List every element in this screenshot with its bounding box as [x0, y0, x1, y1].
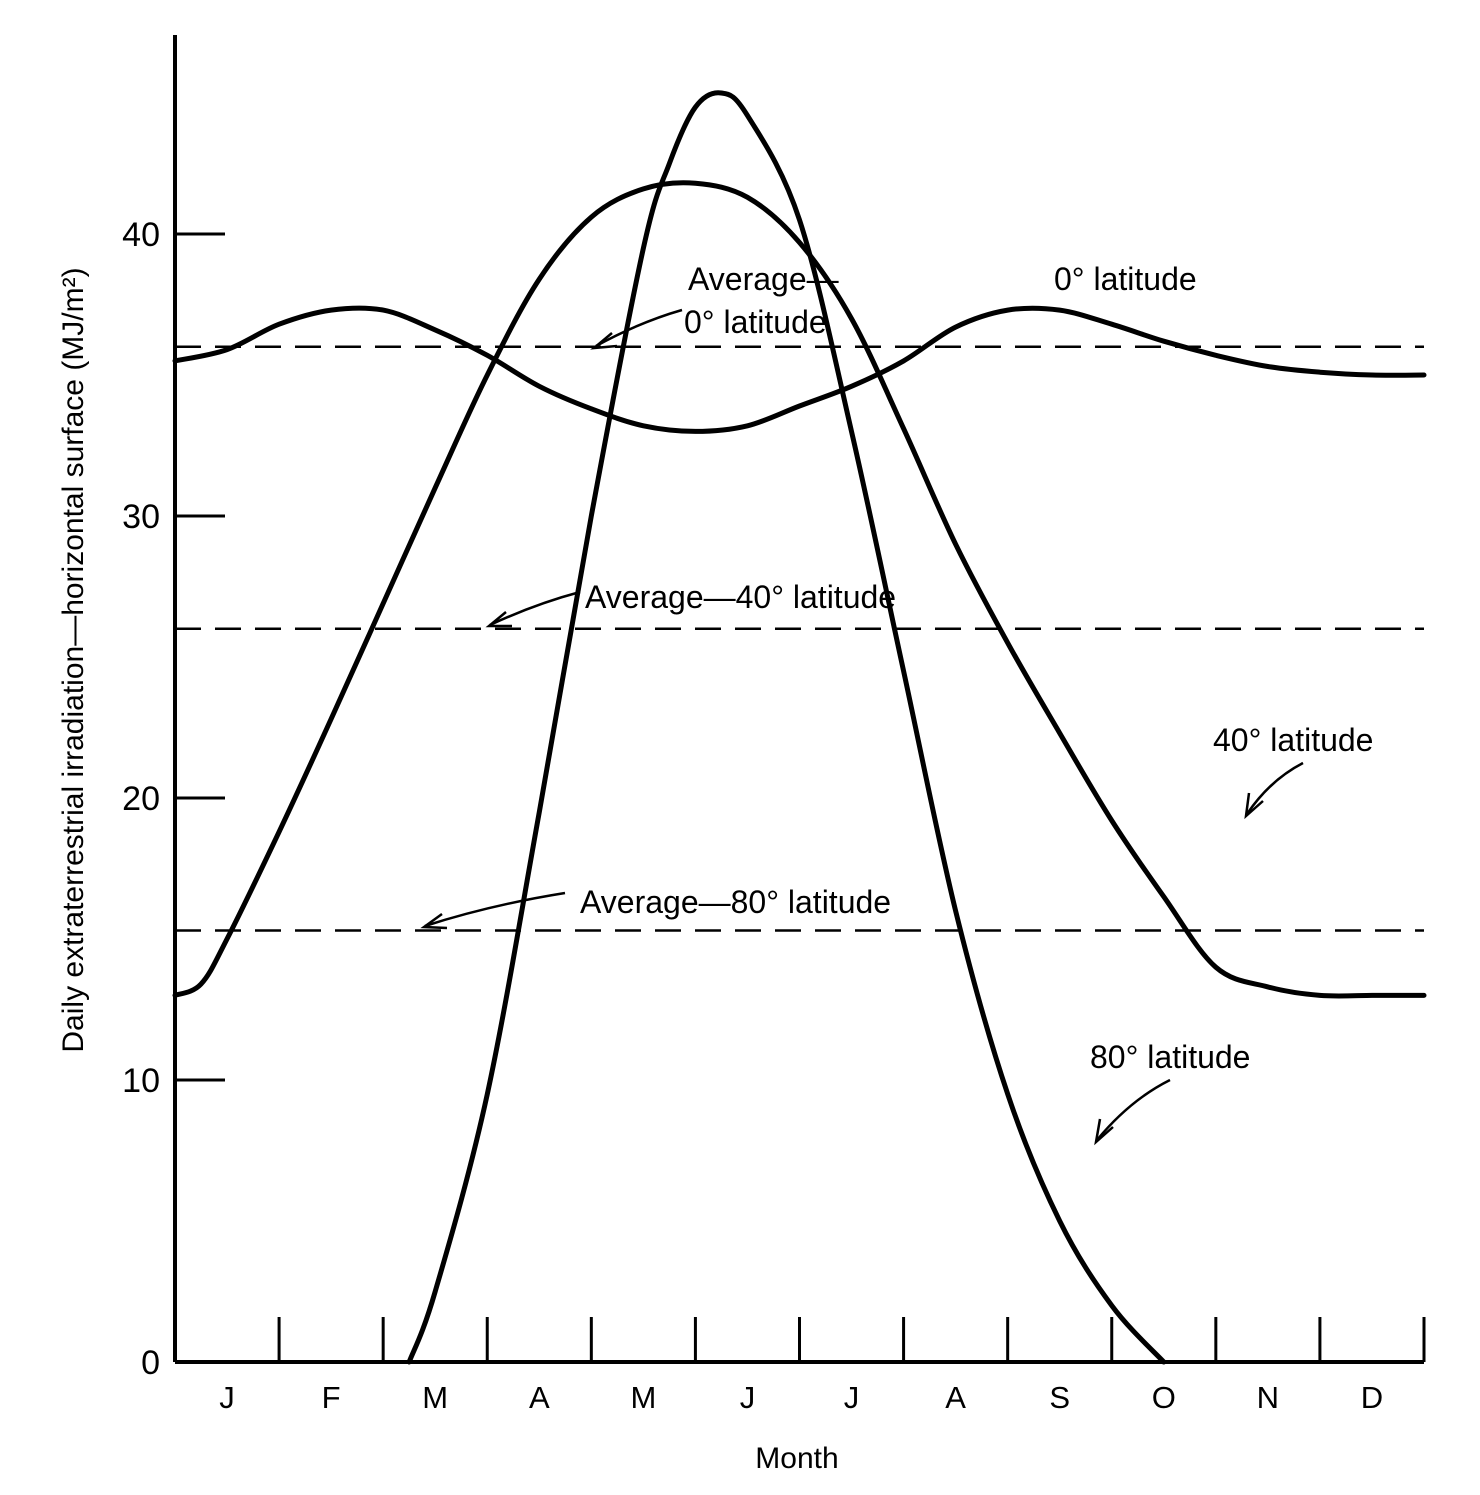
arrowhead-avg40: [485, 611, 512, 628]
series-line-0: [172, 305, 1427, 434]
month-label-10: O: [1152, 1380, 1176, 1415]
month-label-7: J: [844, 1380, 860, 1415]
arrow-avg40: [489, 590, 581, 627]
annotation-avg40: Average—40° latitude: [585, 579, 896, 615]
y-tick-label-20: 20: [122, 780, 160, 818]
arrowhead-avg0: [590, 332, 618, 350]
annotation-lat0: 0° latitude: [1054, 261, 1197, 297]
y-ticks: 0 10 20 30 40: [122, 216, 225, 1382]
y-tick-label-0: 0: [141, 1344, 160, 1382]
annotation-avg0-line1: Average—: [688, 261, 839, 297]
y-axis-title: Daily extraterrestrial irradiation—horiz…: [57, 267, 90, 1052]
average-lines: [175, 345, 1424, 932]
annotations: Average— 0° latitude 0° latitude Average…: [420, 261, 1373, 1146]
x-axis-title: Month: [755, 1442, 838, 1475]
month-label-11: N: [1257, 1380, 1279, 1415]
annotation-lat80: 80° latitude: [1090, 1039, 1250, 1075]
month-label-3: M: [422, 1380, 448, 1415]
arrow-lat40: [1245, 761, 1304, 815]
arrow-lat80: [1096, 1078, 1171, 1141]
month-label-9: S: [1049, 1380, 1070, 1415]
y-tick-label-40: 40: [122, 216, 160, 254]
annotation-lat40: 40° latitude: [1213, 722, 1373, 758]
series-line-1: [172, 180, 1427, 999]
annotation-avg0-line2: 0° latitude: [684, 304, 827, 340]
month-label-4: A: [529, 1380, 550, 1415]
month-label-8: A: [945, 1380, 966, 1415]
y-tick-label-10: 10: [122, 1062, 160, 1100]
series-line-2: [406, 90, 1167, 1365]
arrow-avg0: [595, 308, 683, 348]
month-label-2: F: [322, 1380, 341, 1415]
arrowhead-avg80: [420, 912, 448, 930]
series-curves: [172, 90, 1427, 1365]
arrow-avg80: [424, 891, 566, 928]
y-tick-label-30: 30: [122, 498, 160, 536]
annotation-avg80: Average—80° latitude: [580, 884, 891, 920]
axes: [173, 35, 1424, 1364]
month-label-6: J: [740, 1380, 756, 1415]
arrowhead-lat40: [1244, 792, 1264, 820]
month-label-1: J: [219, 1380, 235, 1415]
month-label-12: D: [1361, 1380, 1383, 1415]
arrowhead-lat80: [1094, 1118, 1114, 1146]
month-label-5: M: [630, 1380, 656, 1415]
